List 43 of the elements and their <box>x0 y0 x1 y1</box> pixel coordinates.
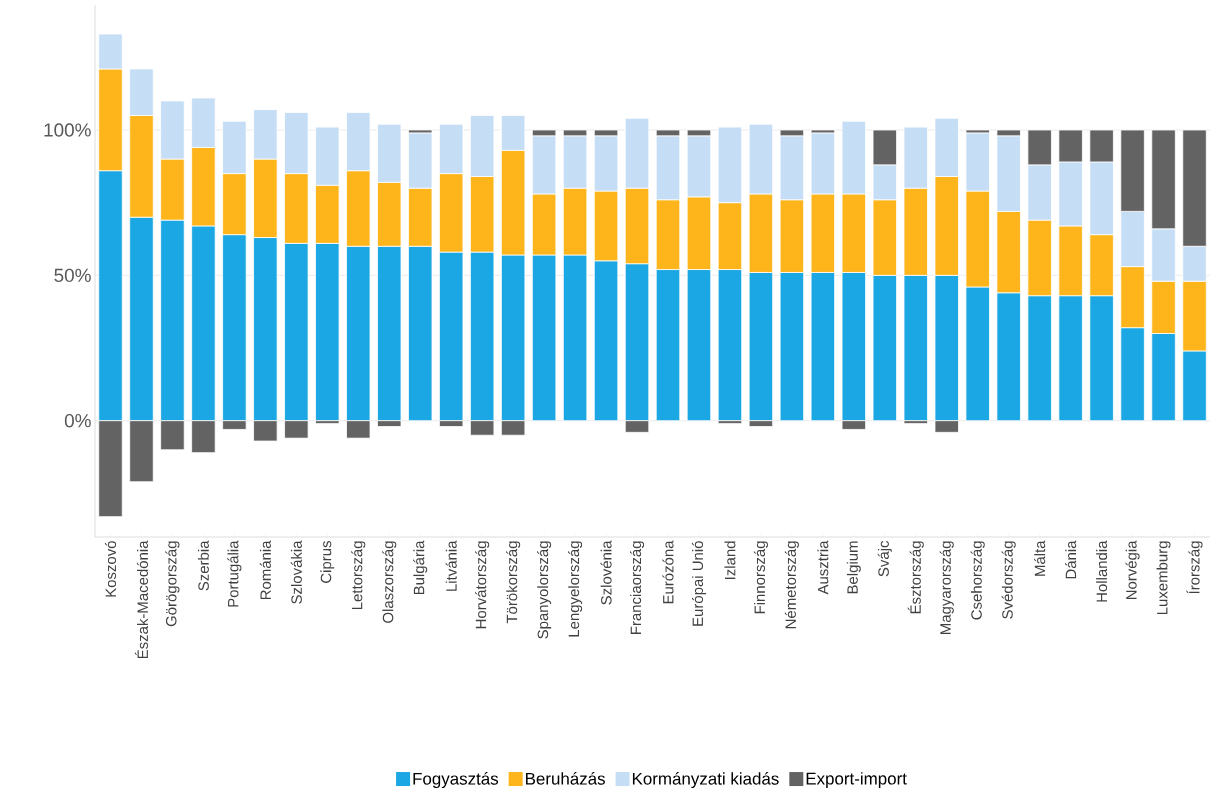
x-tick-label: Magyarország <box>939 541 954 634</box>
x-tick-label: Olaszország <box>382 541 397 623</box>
legend-label: Export-import <box>806 772 907 788</box>
x-tick-label: Szerbia <box>197 540 209 591</box>
x-tick-label: Bulgária <box>413 540 428 595</box>
x-tick-label: Litvánia <box>445 540 457 591</box>
x-tick-label: Svédország <box>1001 541 1016 619</box>
legend-label: Kormányzati kiadás <box>632 772 779 789</box>
x-tick-label: Norvégia <box>1125 540 1140 600</box>
x-tick-label: Ciprus <box>320 541 335 583</box>
x-tick-label: Hollandia <box>1096 540 1108 602</box>
y-tick-label: 50% <box>54 268 91 283</box>
x-tick-label: Spanyolország <box>537 541 552 639</box>
x-tick-label: Szlovénia <box>600 540 612 605</box>
x-tick-label: Észak-Macedónia <box>134 540 149 659</box>
x-tick-label: Szlovákia <box>290 540 302 604</box>
legend-label: Beruházás <box>526 772 605 785</box>
x-tick-label: Románia <box>259 540 271 600</box>
x-tick-label: Törökország <box>506 541 521 624</box>
x-tick-label: Franciaország <box>629 541 645 634</box>
x-tick-label: Görögország <box>165 541 180 627</box>
x-tick-label: Finnország <box>753 541 768 614</box>
x-tick-label: Portugália <box>227 540 242 607</box>
x-tick-label: Lettország <box>351 541 366 610</box>
x-tick-label: Németország <box>784 541 799 629</box>
x-tick-label: Dánia <box>1065 540 1077 579</box>
x-tick-label: Észtország <box>907 541 924 614</box>
x-tick-label: Írország <box>1186 541 1203 594</box>
y-tick-label: 100% <box>44 123 91 137</box>
x-tick-label: Belgium <box>846 541 861 594</box>
x-tick-label: Európai Unió <box>691 541 707 626</box>
x-tick-label: Svájc <box>877 540 892 577</box>
x-tick-label: Lengyelország <box>568 541 583 637</box>
x-tick-label: Ausztria <box>817 540 829 595</box>
y-tick-label: 0% <box>64 414 91 428</box>
x-tick-label: Eurózóna <box>662 540 674 604</box>
x-tick-label: Izland <box>724 541 736 580</box>
legend-label: Fogyasztás <box>413 772 499 789</box>
x-tick-label: Horvátország <box>475 541 490 629</box>
x-tick-label: Csehország <box>970 541 985 620</box>
x-tick-label: Koszovó <box>104 541 117 597</box>
x-tick-label: Málta <box>1034 540 1046 576</box>
x-tick-label: Luxemburg <box>1156 541 1171 615</box>
